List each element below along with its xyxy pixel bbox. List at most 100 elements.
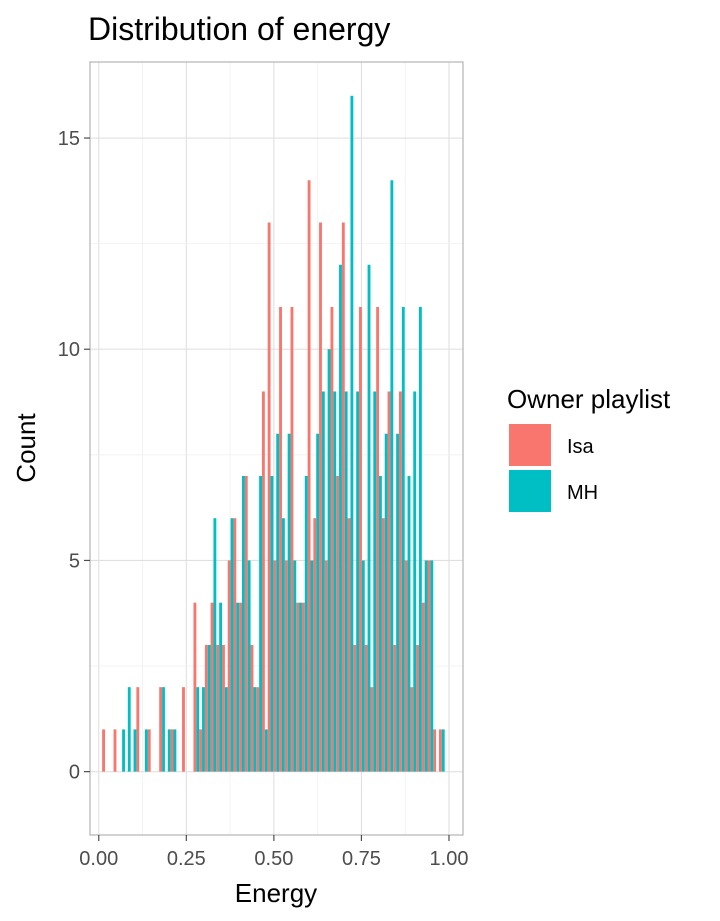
- bar-isa: [290, 306, 294, 772]
- bar-isa: [433, 729, 437, 772]
- bar-isa: [296, 602, 300, 772]
- bar-isa: [307, 180, 311, 772]
- bar-isa: [113, 729, 117, 772]
- bar-isa: [421, 602, 425, 772]
- bar-mh: [133, 729, 137, 772]
- bar-isa: [416, 644, 419, 772]
- y-tick-label: 15: [58, 128, 80, 150]
- plot-border: [89, 61, 464, 836]
- bar-mh: [264, 729, 268, 772]
- bar-isa: [381, 518, 385, 772]
- bar-mh: [413, 391, 417, 772]
- bar-isa: [427, 560, 431, 772]
- bar-mh: [321, 391, 325, 772]
- plot-area: [89, 61, 464, 836]
- bar-mh: [196, 687, 200, 772]
- bar-isa: [239, 602, 243, 772]
- bar-isa: [393, 644, 397, 772]
- bar-isa: [256, 687, 260, 772]
- x-axis: 0.00 0.25 0.50 0.75 1.00: [79, 835, 468, 870]
- bar-mh: [247, 560, 251, 772]
- bar-mh: [373, 391, 377, 772]
- bar-mh: [344, 391, 348, 772]
- bar-isa: [376, 306, 380, 772]
- bar-mh: [207, 644, 211, 772]
- bar-isa: [353, 644, 357, 772]
- bar-mh: [202, 687, 205, 772]
- bar-isa: [147, 729, 151, 772]
- bar-mh: [293, 560, 297, 772]
- bar-mh: [367, 264, 371, 772]
- bar-mh: [236, 602, 240, 772]
- bar-isa: [284, 560, 288, 772]
- bar-isa: [438, 729, 442, 772]
- bar-isa: [233, 518, 237, 772]
- bar-mh: [430, 560, 434, 772]
- bar-mh: [356, 391, 360, 772]
- bar-isa: [319, 222, 322, 772]
- bar-mh: [281, 518, 285, 772]
- bar-isa: [301, 602, 305, 772]
- bar-mh: [379, 475, 382, 772]
- x-tick-label: 1.00: [430, 848, 469, 870]
- bar-isa: [404, 560, 408, 772]
- legend-key-mh: [509, 470, 551, 512]
- legend-key-isa: [509, 424, 551, 466]
- bar-isa: [364, 644, 368, 772]
- bar-isa: [359, 306, 362, 772]
- bar-mh: [167, 729, 171, 772]
- bar-mh: [122, 729, 125, 772]
- bar-mh: [230, 518, 234, 772]
- x-tick-label: 0.75: [342, 848, 381, 870]
- bar-mh: [407, 475, 411, 772]
- bar-isa: [159, 687, 163, 772]
- bar-mh: [401, 306, 405, 772]
- chart-title: Distribution of energy: [88, 11, 390, 47]
- x-tick-label: 0.50: [254, 848, 293, 870]
- bar-isa: [250, 644, 254, 772]
- y-axis-title: Count: [11, 413, 41, 483]
- bars-group: [102, 95, 445, 772]
- bar-mh: [299, 602, 302, 772]
- x-tick-label: 0.25: [167, 848, 206, 870]
- bar-mh: [316, 433, 320, 772]
- bar-mh: [224, 687, 228, 772]
- bar-isa: [193, 602, 197, 772]
- bar-isa: [170, 729, 174, 772]
- bar-isa: [204, 644, 208, 772]
- bar-mh: [304, 475, 308, 772]
- bar-isa: [341, 222, 345, 772]
- bar-isa: [216, 644, 220, 772]
- bar-mh: [242, 475, 245, 772]
- bar-mh: [384, 433, 388, 772]
- bar-mh: [390, 180, 394, 772]
- bar-isa: [222, 644, 225, 772]
- bar-isa: [313, 518, 317, 772]
- legend-title: Owner playlist: [507, 384, 671, 414]
- bar-isa: [267, 222, 271, 772]
- bar-isa: [244, 475, 248, 772]
- bar-isa: [210, 602, 214, 772]
- bar-isa: [102, 729, 105, 772]
- y-tick-label: 0: [69, 762, 80, 784]
- bar-isa: [182, 687, 185, 772]
- bar-isa: [136, 687, 140, 772]
- bar-isa: [347, 518, 351, 772]
- bar-isa: [227, 560, 231, 772]
- bar-mh: [361, 560, 365, 772]
- bar-mh: [213, 518, 217, 772]
- bar-mh: [418, 306, 422, 772]
- bar-mh: [219, 602, 223, 772]
- bar-isa: [199, 729, 203, 772]
- bar-isa: [330, 306, 334, 772]
- bar-mh: [310, 560, 314, 772]
- bar-mh: [270, 475, 274, 772]
- bar-mh: [339, 264, 342, 772]
- bar-isa: [370, 687, 374, 772]
- bar-isa: [398, 391, 402, 772]
- x-axis-title: Energy: [235, 878, 317, 908]
- bar-isa: [261, 391, 265, 772]
- bar-mh: [253, 687, 257, 772]
- y-tick-label: 5: [69, 550, 80, 572]
